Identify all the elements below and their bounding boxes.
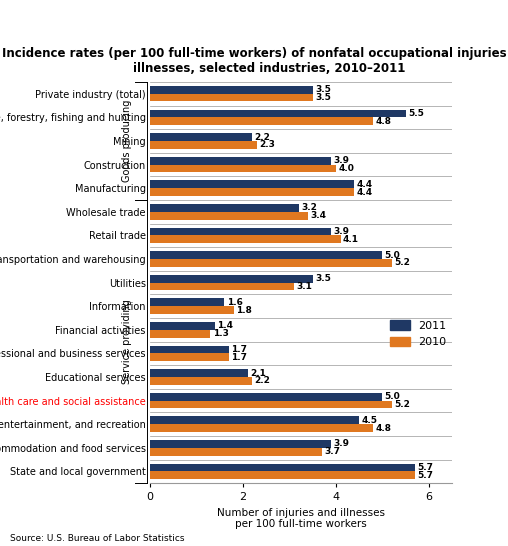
Bar xyxy=(150,346,229,353)
Bar xyxy=(150,440,331,448)
Text: 2.1: 2.1 xyxy=(250,369,266,378)
Bar xyxy=(150,401,392,408)
Text: 4.8: 4.8 xyxy=(375,424,391,432)
Bar xyxy=(150,464,415,471)
Bar xyxy=(150,369,247,377)
Text: Goods producing: Goods producing xyxy=(122,100,132,182)
Text: 4.4: 4.4 xyxy=(357,187,373,197)
Bar xyxy=(150,228,331,235)
Bar xyxy=(150,204,299,212)
Bar xyxy=(150,275,312,283)
Bar xyxy=(150,353,229,361)
Bar xyxy=(150,157,331,164)
Bar xyxy=(150,322,215,330)
Bar xyxy=(150,133,252,141)
Bar xyxy=(150,94,312,102)
Text: 3.7: 3.7 xyxy=(324,447,340,456)
Text: 5.7: 5.7 xyxy=(417,463,433,472)
Text: 1.4: 1.4 xyxy=(217,322,233,330)
Text: Incidence rates (per 100 full-time workers) of nonfatal occupational injuries an: Incidence rates (per 100 full-time worke… xyxy=(3,48,508,75)
Bar xyxy=(150,188,355,196)
Bar xyxy=(150,117,373,125)
Text: 3.1: 3.1 xyxy=(296,282,312,291)
Bar xyxy=(150,110,405,117)
Bar xyxy=(150,141,257,149)
Text: 5.7: 5.7 xyxy=(417,471,433,480)
Text: 1.6: 1.6 xyxy=(227,298,242,307)
Text: 5.0: 5.0 xyxy=(385,251,400,259)
Bar xyxy=(150,417,359,424)
Text: 3.5: 3.5 xyxy=(315,274,331,283)
Bar xyxy=(150,251,383,259)
Bar xyxy=(150,235,340,243)
Text: 3.9: 3.9 xyxy=(334,156,350,165)
Text: 3.9: 3.9 xyxy=(334,440,350,448)
Bar xyxy=(150,259,392,267)
Bar xyxy=(150,448,322,455)
Bar xyxy=(150,86,312,94)
Text: 4.8: 4.8 xyxy=(375,117,391,126)
Bar xyxy=(150,424,373,432)
Text: Service providing: Service providing xyxy=(122,299,132,384)
Bar xyxy=(150,471,415,479)
Bar xyxy=(150,306,234,314)
Text: 3.4: 3.4 xyxy=(310,211,326,220)
Text: 2.3: 2.3 xyxy=(259,140,275,149)
Bar xyxy=(150,180,355,188)
Text: 5.2: 5.2 xyxy=(394,258,410,268)
Text: 3.5: 3.5 xyxy=(315,93,331,102)
Bar xyxy=(150,393,383,401)
Text: 4.1: 4.1 xyxy=(343,235,359,244)
Text: 5.0: 5.0 xyxy=(385,392,400,401)
Bar xyxy=(150,283,294,290)
Text: 5.5: 5.5 xyxy=(408,109,424,118)
Bar xyxy=(150,298,224,306)
Text: 4.0: 4.0 xyxy=(338,164,354,173)
Text: 5.2: 5.2 xyxy=(394,400,410,409)
X-axis label: Number of injuries and illnesses
per 100 full-time workers: Number of injuries and illnesses per 100… xyxy=(217,508,385,530)
Text: 1.7: 1.7 xyxy=(231,345,247,354)
Legend: 2011, 2010: 2011, 2010 xyxy=(390,320,447,347)
Bar xyxy=(150,330,210,337)
Bar xyxy=(150,377,252,385)
Text: 3.9: 3.9 xyxy=(334,227,350,236)
Text: 2.2: 2.2 xyxy=(255,133,270,141)
Text: 2.2: 2.2 xyxy=(255,376,270,385)
Text: 4.5: 4.5 xyxy=(362,416,377,425)
Text: 1.7: 1.7 xyxy=(231,353,247,362)
Text: 3.5: 3.5 xyxy=(315,85,331,94)
Bar xyxy=(150,164,336,173)
Text: Source: U.S. Bureau of Labor Statistics: Source: U.S. Bureau of Labor Statistics xyxy=(10,535,185,543)
Text: 3.2: 3.2 xyxy=(301,203,317,212)
Text: 1.8: 1.8 xyxy=(236,306,252,314)
Text: 4.4: 4.4 xyxy=(357,180,373,189)
Bar xyxy=(150,212,308,219)
Text: 1.3: 1.3 xyxy=(213,329,229,338)
